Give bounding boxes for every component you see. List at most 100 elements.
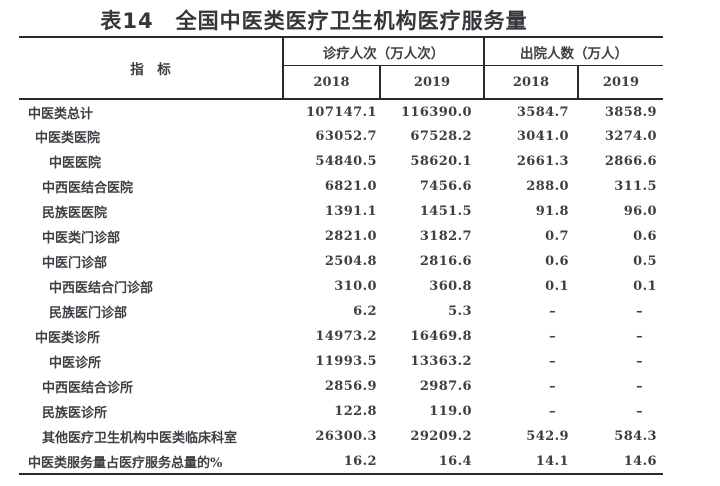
value-cell: 16469.8 <box>410 329 472 344</box>
header-year-row: 2018 2019 2018 2019 <box>19 65 663 100</box>
value-cell: 2816.6 <box>419 254 472 269</box>
value-cell: – <box>549 354 556 369</box>
row-label: 民族医诊所 <box>42 406 108 421</box>
discharged-2019-header: 2019 <box>578 65 663 100</box>
table-title: 表14 全国中医类医疗卫生机构医疗服务量 <box>100 9 528 33</box>
row-label: 中医类诊所 <box>35 331 101 346</box>
header-group-row: 指 标 诊疗人次（万人次） 出院人数（万人） <box>19 37 663 100</box>
value-cell: 288.0 <box>526 179 569 194</box>
visits-2018-header: 2018 <box>283 65 381 100</box>
value-cell: 0.6 <box>545 254 569 269</box>
value-cell: 14973.2 <box>315 329 377 344</box>
value-cell: – <box>636 329 643 344</box>
value-cell: 2856.9 <box>324 379 377 394</box>
value-cell: – <box>549 329 556 344</box>
value-cell: 26300.3 <box>315 429 377 444</box>
value-cell: 360.8 <box>429 279 472 294</box>
value-cell: 54840.5 <box>315 154 377 169</box>
value-cell: 6821.0 <box>324 179 377 194</box>
table-header: 指 标 诊疗人次（万人次） 出院人数（万人） 2018 2019 2018 20… <box>19 37 663 100</box>
table-row: 其他医疗卫生机构中医类临床科室 26300.3 29209.2 542.9 58… <box>19 424 663 449</box>
value-cell: 107147.1 <box>305 104 377 120</box>
medical-service-table: 指 标 诊疗人次（万人次） 出院人数（万人） 2018 2019 2018 20… <box>19 36 663 475</box>
value-cell: 2661.3 <box>516 154 569 169</box>
value-cell: – <box>636 379 643 394</box>
value-cell: 3858.9 <box>604 104 657 120</box>
value-cell: 3041.0 <box>516 129 569 144</box>
value-cell: 0.7 <box>545 229 569 244</box>
row-label: 中医类总计 <box>28 106 94 122</box>
table-row: 中医医院 54840.5 58620.1 2661.3 2866.6 <box>19 149 663 174</box>
value-cell: 0.1 <box>545 279 569 294</box>
value-cell: 29209.2 <box>410 429 472 444</box>
table-row: 中医类诊所 14973.2 16469.8 – – <box>19 324 663 349</box>
value-cell: 3584.7 <box>516 104 569 120</box>
value-cell: 7456.6 <box>419 179 472 194</box>
value-cell: 311.5 <box>614 179 657 194</box>
value-cell: 0.5 <box>633 254 657 269</box>
table-row: 中西医结合门诊部 310.0 360.8 0.1 0.1 <box>19 274 663 299</box>
value-cell: 3274.0 <box>604 129 657 144</box>
value-cell: 122.8 <box>334 404 377 419</box>
value-cell: 14.1 <box>535 453 569 469</box>
value-cell: 14.6 <box>623 453 657 469</box>
table-row: 中医诊所 11993.5 13363.2 – – <box>19 349 663 374</box>
table-row: 民族医诊所 122.8 119.0 – – <box>19 399 663 424</box>
value-cell: – <box>636 404 643 419</box>
value-cell: 0.6 <box>633 229 657 244</box>
value-cell: 2821.0 <box>324 229 377 244</box>
value-cell: – <box>636 304 643 319</box>
value-cell: – <box>549 404 556 419</box>
discharged-group-header: 出院人数（万人） <box>484 37 663 66</box>
row-label: 其他医疗卫生机构中医类临床科室 <box>42 431 238 446</box>
table-row: 中医类门诊部 2821.0 3182.7 0.7 0.6 <box>19 224 663 249</box>
table-row: 民族医医院 1391.1 1451.5 91.8 96.0 <box>19 199 663 224</box>
value-cell: 63052.7 <box>315 129 377 144</box>
value-cell: 67528.2 <box>410 129 472 144</box>
visits-2019-header: 2019 <box>380 65 485 100</box>
value-cell: 16.2 <box>343 453 377 469</box>
table-row: 中医类服务量占医疗服务总量的% 16.2 16.4 14.1 14.6 <box>19 449 663 474</box>
table-row: 中西医结合医院 6821.0 7456.6 288.0 311.5 <box>19 174 663 199</box>
table-row: 中医类医院 63052.7 67528.2 3041.0 3274.0 <box>19 124 663 149</box>
value-cell: 119.0 <box>429 404 472 419</box>
row-label: 中医类医院 <box>35 131 101 146</box>
value-cell: – <box>636 354 643 369</box>
value-cell: 5.3 <box>448 304 472 319</box>
row-label: 中医类服务量占医疗服务总量的% <box>28 455 223 471</box>
value-cell: 96.0 <box>623 204 657 219</box>
row-label: 民族医门诊部 <box>49 306 128 321</box>
value-cell: 584.3 <box>614 429 657 444</box>
indicator-header-cell: 指 标 <box>19 37 284 100</box>
table-row: 中西医结合诊所 2856.9 2987.6 – – <box>19 374 663 399</box>
value-cell: 58620.1 <box>410 154 472 169</box>
value-cell: 542.9 <box>526 429 569 444</box>
row-label: 中医类门诊部 <box>42 231 121 246</box>
row-label: 民族医医院 <box>42 206 108 221</box>
value-cell: 310.0 <box>334 279 377 294</box>
value-cell: 2987.6 <box>419 379 472 394</box>
value-cell: 0.1 <box>633 279 657 294</box>
value-cell: 116390.0 <box>400 104 472 120</box>
table-row: 中医门诊部 2504.8 2816.6 0.6 0.5 <box>19 249 663 274</box>
value-cell: 16.4 <box>438 453 472 469</box>
value-cell: 13363.2 <box>410 354 472 369</box>
row-label: 中西医结合医院 <box>42 181 134 196</box>
value-cell: 2504.8 <box>324 254 377 269</box>
row-label: 中医门诊部 <box>42 256 108 271</box>
discharged-2018-header: 2018 <box>484 65 579 100</box>
table-body: 中医类总计 107147.1 116390.0 3584.7 3858.9 中医… <box>19 99 663 474</box>
value-cell: 3182.7 <box>419 229 472 244</box>
value-cell: 11993.5 <box>315 354 377 369</box>
value-cell: 1391.1 <box>324 204 377 219</box>
table-row: 民族医门诊部 6.2 5.3 – – <box>19 299 663 324</box>
value-cell: 6.2 <box>353 304 377 319</box>
row-label: 中西医结合门诊部 <box>49 281 154 296</box>
row-label: 中医医院 <box>49 156 102 171</box>
row-label: 中西医结合诊所 <box>42 381 134 396</box>
visits-group-header: 诊疗人次（万人次） <box>283 37 485 66</box>
row-label: 中医诊所 <box>49 356 102 371</box>
value-cell: 2866.6 <box>604 154 657 169</box>
value-cell: 91.8 <box>535 204 569 219</box>
